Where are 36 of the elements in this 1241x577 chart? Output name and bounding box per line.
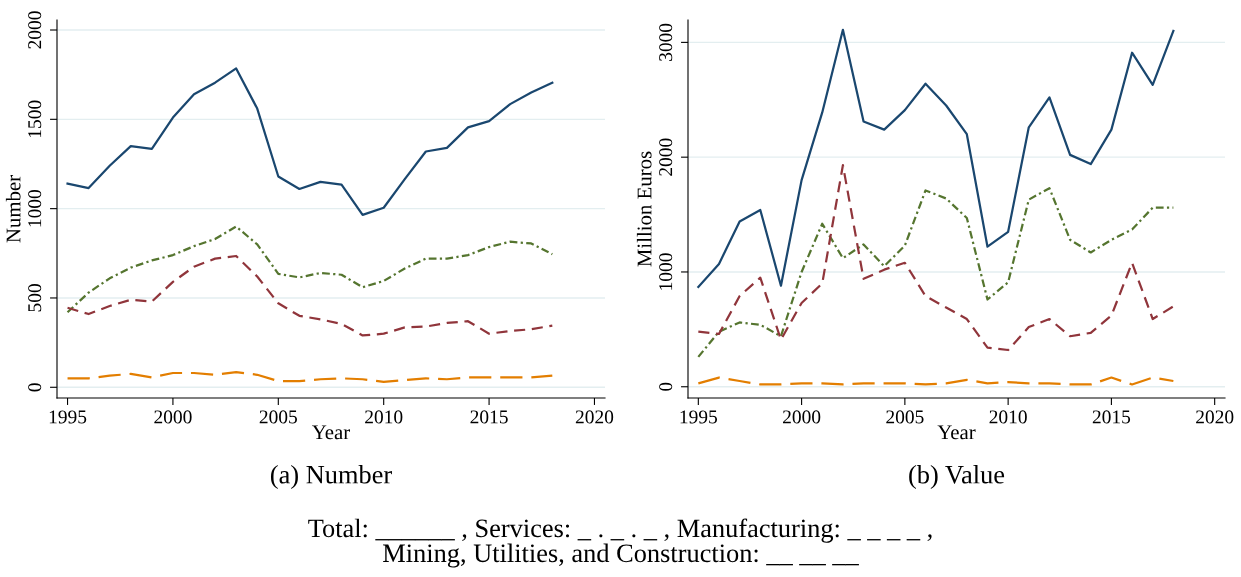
x-axis-title: Year <box>937 425 976 440</box>
x-tick-label: 2015 <box>1092 410 1131 424</box>
y-tick-label: 3000 <box>659 23 673 61</box>
x-tick-label: 2010 <box>365 410 403 424</box>
x-tick-label: 2020 <box>1196 410 1234 424</box>
x-tick-label: 2000 <box>783 410 821 424</box>
line-series <box>66 225 554 314</box>
line-series <box>697 187 1175 359</box>
y-tick-label: 2000 <box>659 138 673 176</box>
y-tick-label: 1000 <box>659 253 673 290</box>
x-tick-label: 2000 <box>154 410 192 424</box>
y-tick-label: 0 <box>28 383 42 392</box>
y-tick-label: 2000 <box>28 11 42 49</box>
line-series <box>66 370 554 384</box>
y-tick-label: 1500 <box>28 100 42 138</box>
line-series <box>697 28 1175 288</box>
y-axis-title: Number <box>5 175 21 243</box>
y-tick-label: 500 <box>28 284 42 312</box>
x-tick-label: 2020 <box>575 410 614 424</box>
line-series <box>66 67 554 217</box>
line-series <box>697 376 1175 386</box>
y-tick-label: 1000 <box>28 189 42 227</box>
x-axis-title: Year <box>312 425 351 440</box>
text: (b) Value <box>909 465 1005 489</box>
text: (a) Number <box>270 465 392 489</box>
line-series <box>66 254 554 337</box>
line-series <box>697 164 1175 352</box>
x-tick-label: 2005 <box>259 410 297 424</box>
x-tick-label: 1995 <box>680 410 718 424</box>
y-tick-label: 0 <box>659 382 673 391</box>
x-tick-label: 1995 <box>49 410 87 424</box>
y-axis-title: Million Euros <box>636 151 652 267</box>
x-tick-label: 2015 <box>470 410 508 424</box>
x-tick-label: 2010 <box>989 410 1027 424</box>
x-tick-label: 2005 <box>886 410 924 424</box>
text: Total: ______ , Services: _ . _ . _ , Manufacturing: _ _ _ _ , Mining, Utilities, and Construction: __ __ __ <box>308 518 932 568</box>
